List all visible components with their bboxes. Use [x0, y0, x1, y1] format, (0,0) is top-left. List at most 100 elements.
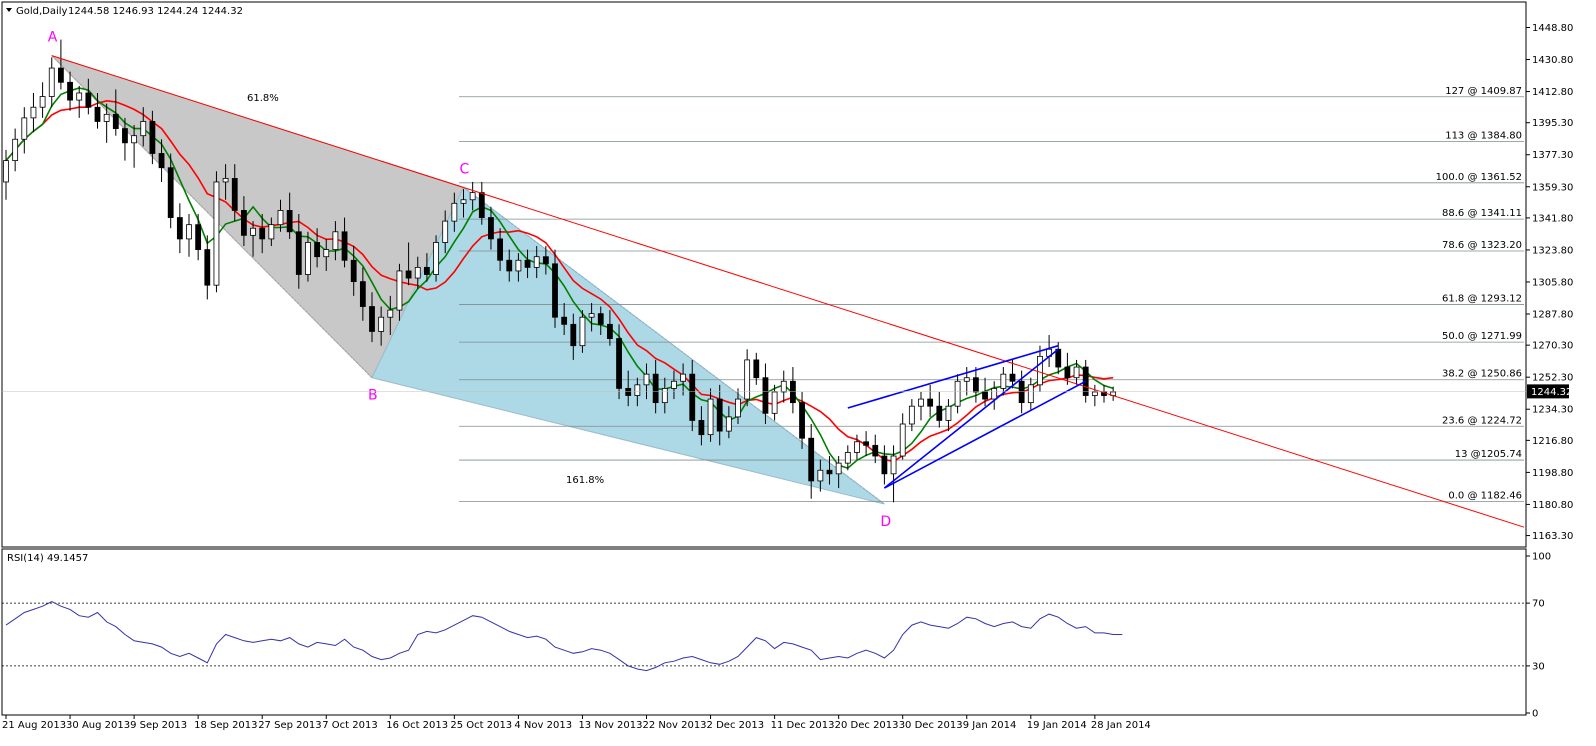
- candle-body: [94, 106, 101, 122]
- price-tick-label: 1323.80: [1532, 245, 1573, 256]
- date-tick-label: 22 Nov 2013: [643, 720, 707, 731]
- candle-body: [176, 217, 183, 240]
- candle-body: [497, 238, 504, 261]
- candle-body: [616, 338, 622, 389]
- date-tick-label: 25 Oct 2013: [450, 720, 512, 731]
- price-tick-label: 1412.80: [1532, 87, 1573, 98]
- candle-body: [85, 92, 92, 108]
- date-tick-label: 11 Dec 2013: [771, 720, 835, 731]
- rsi-tick-label: 70: [1532, 599, 1545, 610]
- candle-body: [369, 306, 375, 332]
- price-tick-label: 1395.30: [1532, 118, 1573, 129]
- candle-body: [771, 391, 778, 414]
- candle-body: [872, 444, 879, 457]
- candle-body: [597, 313, 604, 325]
- candle-body: [149, 121, 156, 154]
- candle-body: [433, 242, 439, 275]
- price-tick-label: 1359.30: [1532, 182, 1573, 193]
- candle-body: [625, 387, 632, 396]
- candle-body: [725, 416, 732, 432]
- candle-body: [131, 135, 138, 144]
- fib-level-label: 78.6 @ 1323.20: [1442, 240, 1522, 251]
- fib-level-label: 88.6 @ 1341.11: [1442, 208, 1522, 219]
- pattern-point-label: B: [368, 388, 378, 404]
- channel-upper-line: [883, 348, 1059, 489]
- candle-body: [140, 121, 147, 137]
- candle-body: [634, 384, 641, 396]
- candle-body: [716, 398, 723, 432]
- candle-body: [899, 423, 906, 457]
- price-tick-label: 1305.80: [1532, 277, 1573, 288]
- price-tick-label: 1163.30: [1532, 531, 1573, 542]
- fib-level-label: 100.0 @ 1361.52: [1436, 172, 1522, 183]
- candle-body: [378, 316, 385, 332]
- candle-body: [103, 113, 110, 122]
- candle-body: [1000, 373, 1007, 389]
- candle-body: [817, 469, 824, 482]
- candle-body: [588, 313, 595, 318]
- candle-body: [1055, 348, 1062, 368]
- point-labels-layer: A B C D 61.8% 161.8%: [48, 30, 891, 530]
- date-tick-label: 16 Oct 2013: [386, 720, 448, 731]
- candle-body: [158, 153, 165, 169]
- candle-body: [3, 160, 9, 183]
- candle-body: [314, 242, 321, 258]
- candle-body: [222, 178, 229, 183]
- candle-body: [341, 231, 348, 261]
- fib-level-label: 61.8 @ 1293.12: [1442, 294, 1522, 305]
- date-tick-label: 20 Dec 2013: [835, 720, 899, 731]
- candle-body: [1018, 380, 1025, 404]
- candle-body: [762, 377, 769, 414]
- candle-body: [689, 373, 696, 421]
- candle-body: [844, 452, 851, 464]
- candle-body: [671, 380, 677, 389]
- candle-body: [186, 224, 192, 240]
- candle-body: [1073, 366, 1080, 379]
- date-tick-label: 7 Oct 2013: [322, 720, 377, 731]
- candle-body: [1027, 384, 1034, 404]
- candle-body: [863, 441, 869, 446]
- collapse-triangle-icon[interactable]: [6, 8, 12, 12]
- candle-body: [945, 405, 952, 421]
- candle-body: [652, 373, 659, 404]
- rsi-tick-label: 100: [1532, 552, 1551, 563]
- candle-body: [423, 266, 430, 275]
- symbol-title: Gold,Daily: [16, 6, 68, 17]
- ma-slow-line: [5, 99, 1114, 463]
- rsi-line: [5, 600, 1123, 672]
- pattern-point-label: A: [48, 30, 58, 46]
- date-tick-label: 9 Sep 2013: [130, 720, 187, 731]
- candle-body: [735, 398, 741, 418]
- candle-body: [396, 270, 403, 311]
- candle-body: [927, 398, 934, 407]
- candle-body: [854, 441, 860, 453]
- candle-body: [607, 323, 613, 339]
- trendlines-layer: [51, 55, 1525, 528]
- candle-body: [295, 231, 302, 275]
- moving-averages-layer: [5, 87, 1114, 469]
- candle-body: [661, 387, 668, 404]
- fib-level-label: 38.2 @ 1250.86: [1442, 369, 1522, 380]
- candle-body: [286, 210, 293, 233]
- candle-body: [991, 387, 998, 400]
- date-tick-label: 18 Sep 2013: [194, 720, 257, 731]
- candle-body: [790, 380, 796, 404]
- candle-body: [250, 227, 256, 236]
- candle-body: [112, 113, 119, 129]
- candle-body: [305, 242, 311, 275]
- candle-body: [680, 373, 686, 382]
- date-tick-label: 28 Jan 2014: [1091, 720, 1151, 731]
- date-tick-label: 19 Jan 2014: [1027, 720, 1087, 731]
- candle-body: [488, 217, 494, 240]
- candle-body: [405, 270, 412, 279]
- candle-body: [478, 192, 485, 218]
- candle-body: [268, 224, 275, 240]
- candle-body: [48, 67, 55, 97]
- candle-body: [12, 138, 19, 162]
- candle-body: [561, 316, 568, 325]
- candle-body: [350, 259, 357, 283]
- rsi-pane[interactable]: [1, 548, 1527, 716]
- candle-body: [1037, 355, 1043, 386]
- ohlc-values: 1244.58 1246.93 1244.24 1244.32: [68, 6, 243, 17]
- price-tick-label: 1216.80: [1532, 436, 1573, 447]
